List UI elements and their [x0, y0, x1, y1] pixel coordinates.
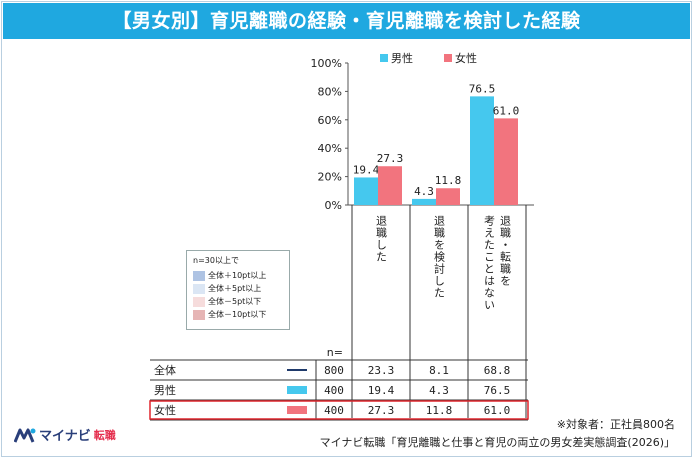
data-label: 61.0	[493, 104, 520, 117]
swatch-icon	[193, 296, 205, 307]
table-cell: 76.5	[484, 384, 511, 397]
category-label: 退職を検討した	[433, 215, 446, 299]
data-label: 11.8	[435, 174, 462, 187]
bar-male	[412, 198, 436, 205]
data-label: 27.3	[377, 152, 404, 165]
bar-female	[378, 166, 402, 205]
category-label: 退職した	[375, 215, 388, 263]
row-n: 400	[324, 384, 344, 397]
table-cell: 23.3	[368, 364, 395, 377]
logo-subtext: 転職	[93, 428, 116, 442]
footer-note: ※対象者：正社員800名	[556, 418, 675, 431]
significance-legend-label: 全体－5pt以下	[208, 297, 262, 306]
row-marker	[287, 406, 307, 414]
data-label: 76.5	[469, 82, 496, 95]
legend-swatch	[380, 54, 388, 62]
table-cell: 27.3	[368, 404, 395, 417]
category-label: 退職・転職を	[499, 215, 512, 287]
swatch-icon	[193, 270, 205, 281]
significance-legend: n=30以上で 全体＋10pt以上 全体＋5pt以上 全体－5pt以下 全体－1…	[186, 250, 290, 330]
bar-male	[470, 96, 494, 205]
bar-male	[354, 177, 378, 205]
table-cell: 8.1	[429, 364, 449, 377]
data-label: 4.3	[414, 185, 434, 198]
n-header: n=	[327, 346, 343, 359]
swatch-icon	[193, 283, 205, 294]
table-cell: 19.4	[368, 384, 395, 397]
legend-label: 女性	[455, 51, 477, 65]
legend-label: 男性	[391, 51, 413, 65]
significance-legend-label: 全体＋10pt以上	[208, 271, 267, 280]
bar-female	[494, 118, 518, 205]
swatch-icon	[193, 309, 205, 320]
y-tick-label: 20%	[318, 171, 342, 184]
significance-legend-title: n=30以上で	[193, 256, 239, 265]
y-tick-label: 80%	[318, 85, 342, 98]
y-tick-label: 40%	[318, 142, 342, 155]
mynavi-logo: マイナビ 転職	[14, 425, 116, 444]
row-label: 全体	[154, 363, 176, 377]
significance-legend-item: 全体＋10pt以上	[193, 269, 285, 282]
table-cell: 4.3	[429, 384, 449, 397]
bar-female	[436, 188, 460, 205]
chart-title: 【男女別】育児離職の経験・育児離職を検討した経験	[3, 3, 690, 39]
significance-legend-item: 全体－5pt以下	[193, 295, 285, 308]
row-label: 女性	[154, 403, 176, 417]
significance-legend-label: 全体－10pt以下	[208, 310, 267, 319]
logo-text: マイナビ	[39, 429, 91, 444]
significance-legend-item: 全体－10pt以下	[193, 308, 285, 321]
row-label: 男性	[154, 383, 176, 397]
legend-swatch	[444, 54, 452, 62]
category-label: 考えたことはない	[483, 215, 496, 311]
data-label: 19.4	[353, 163, 380, 176]
y-tick-label: 60%	[318, 114, 342, 127]
table-cell: 68.8	[484, 364, 511, 377]
table-cell: 11.8	[426, 404, 453, 417]
footer-source: マイナビ転職「育児離職と仕事と育児の両立の男女差実態調査(2026)」	[319, 436, 675, 449]
row-n: 800	[324, 364, 344, 377]
row-n: 400	[324, 404, 344, 417]
row-marker	[287, 386, 307, 394]
significance-legend-item: 全体＋5pt以上	[193, 282, 285, 295]
mynavi-logo-icon	[14, 428, 36, 443]
y-tick-label: 100%	[311, 57, 342, 70]
significance-legend-label: 全体＋5pt以上	[208, 284, 262, 293]
y-tick-label: 0%	[325, 199, 342, 212]
table-cell: 61.0	[484, 404, 511, 417]
highlight-box	[149, 400, 529, 420]
